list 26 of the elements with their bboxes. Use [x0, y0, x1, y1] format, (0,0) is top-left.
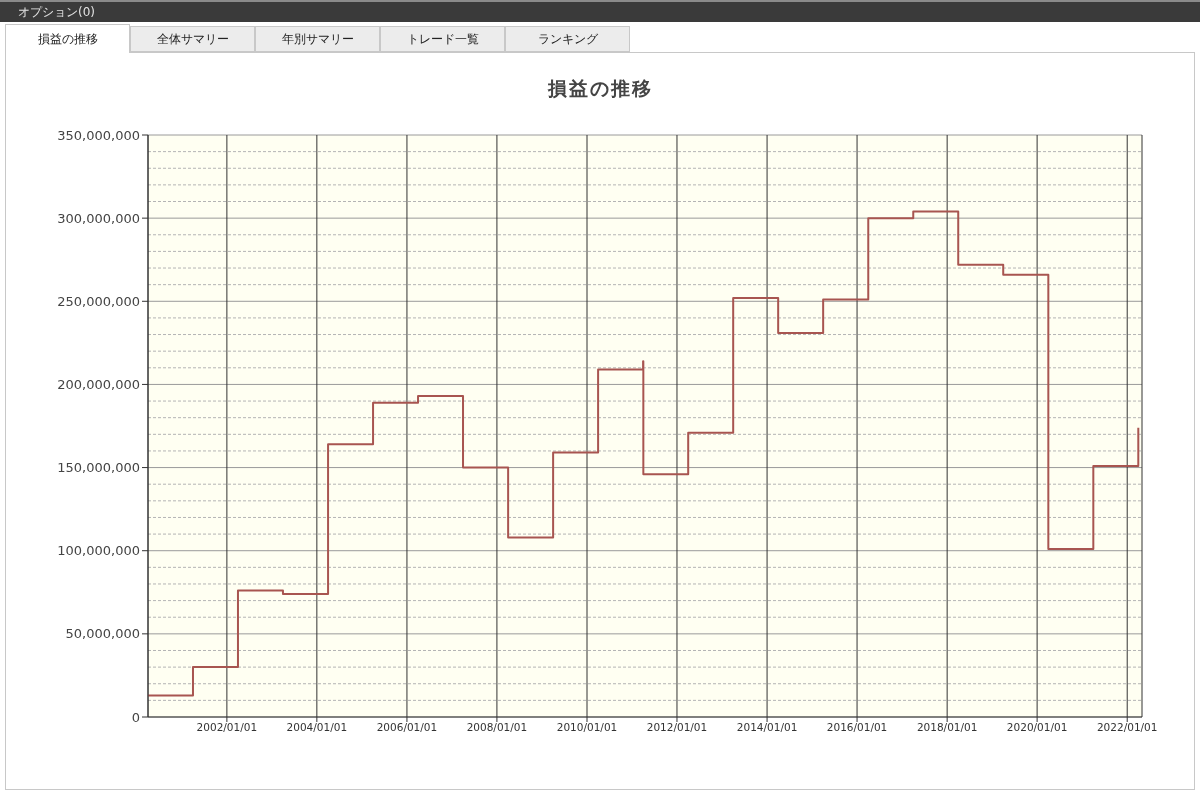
tab: 全体サマリー [130, 26, 255, 52]
chart-title: 損益の推移 [546, 76, 654, 101]
y-tick-label: 50,000,000 [65, 626, 140, 642]
x-tick-label: 2018/01/01 [916, 721, 978, 734]
tab: 年別サマリー [255, 26, 380, 52]
y-tick-label: 150,000,000 [57, 460, 140, 476]
y-tick-label: 0 [131, 709, 140, 725]
x-tick-label: 2008/01/01 [466, 721, 528, 734]
tab: ランキング [505, 26, 630, 52]
x-tick-label: 2022/01/01 [1096, 721, 1158, 734]
y-tick-label: 100,000,000 [57, 543, 140, 559]
x-tick-label: 2016/01/01 [826, 721, 888, 734]
x-tick-label: 2020/01/01 [1006, 721, 1068, 734]
x-tick-label: 2004/01/01 [286, 721, 348, 734]
y-tick-label: 250,000,000 [57, 293, 140, 309]
header-bar: オプション(0) [0, 0, 1200, 22]
tab: トレード一覧 [380, 26, 505, 52]
y-tick-label: 300,000,000 [57, 210, 140, 226]
x-tick-label: 2012/01/01 [646, 721, 708, 734]
y-tick-label: 350,000,000 [57, 127, 140, 143]
x-tick-label: 2006/01/01 [376, 721, 438, 734]
x-tick-label: 2002/01/01 [196, 721, 258, 734]
y-tick-label: 200,000,000 [57, 377, 140, 393]
x-tick-label: 2010/01/01 [556, 721, 618, 734]
x-tick-label: 2014/01/01 [736, 721, 798, 734]
tab: 損益の推移 [5, 24, 130, 53]
